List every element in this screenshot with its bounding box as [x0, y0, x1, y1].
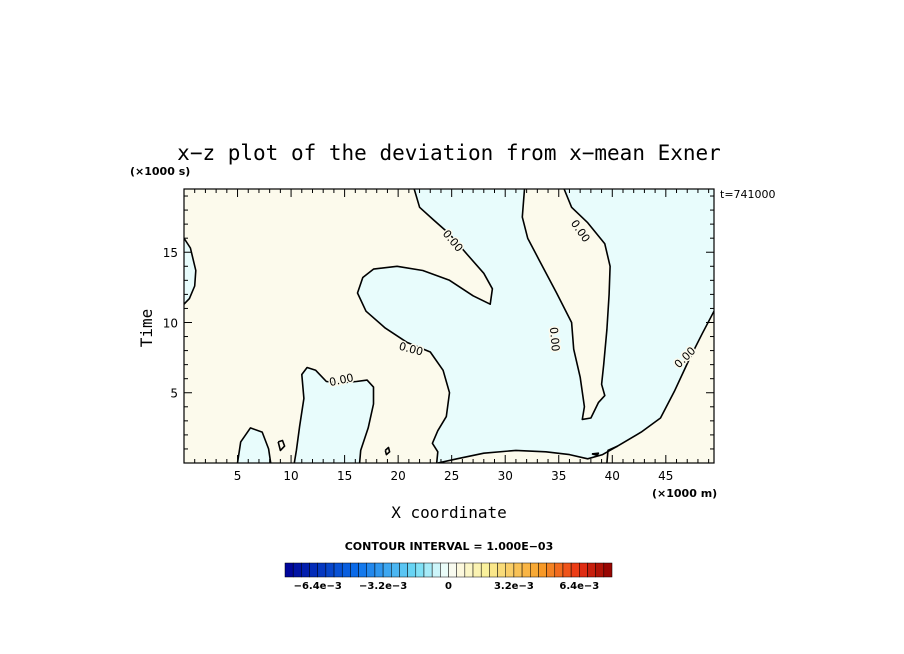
colorbar-tick-label: −6.4e−3 — [294, 581, 342, 592]
contour-interval-note: CONTOUR INTERVAL = 1.000E−03 — [345, 540, 554, 553]
x-tick-label: 5 — [234, 469, 242, 483]
contour-line-island-b — [384, 446, 391, 456]
colorbar-cell — [480, 562, 490, 578]
tick-layer — [184, 189, 714, 463]
negative-region-west — [184, 238, 196, 305]
colorbar-cell — [546, 562, 556, 578]
colorbar-cell — [497, 562, 506, 578]
x-tick-label: 15 — [337, 469, 352, 483]
colorbar-cell — [341, 562, 351, 578]
x-tick-label: 20 — [391, 469, 406, 483]
colorbar-cell — [358, 562, 368, 578]
colorbar-cell — [513, 562, 523, 578]
contour-label-3: 0.00 — [547, 326, 562, 352]
time-stamp: t=741000 — [720, 188, 776, 201]
colorbar-cell — [309, 562, 318, 578]
colorbar-cell — [456, 562, 466, 578]
colorbar-cell — [423, 562, 433, 578]
x-axis-unit: (×1000 m) — [652, 487, 717, 500]
y-tick-label: 5 — [170, 387, 178, 401]
colorbar-label-layer: −6.4e−3 −3.2e−3 0 3.2e−3 6.4e−3 — [294, 581, 600, 592]
colorbar-cell — [415, 562, 425, 578]
colorbar-cell — [464, 562, 474, 578]
colorbar-cell — [489, 562, 498, 578]
colorbar — [284, 562, 613, 578]
y-axis-label: Time — [137, 309, 156, 348]
contour-line-south-boundary-b — [437, 310, 714, 463]
y-tick-label: 15 — [163, 246, 178, 260]
negative-region-southwest — [237, 427, 271, 463]
colorbar-cell — [317, 562, 327, 578]
negative-region-main — [357, 189, 714, 463]
x-tick-label: 10 — [283, 469, 298, 483]
colorbar-cell — [301, 562, 310, 578]
positive-region-southeast — [597, 446, 618, 463]
colorbar-tick-label: 0 — [445, 581, 452, 592]
colorbar-cell — [407, 562, 417, 578]
colorbar-cell — [562, 562, 572, 578]
x-tick-label: 25 — [444, 469, 459, 483]
colorbar-cell — [587, 562, 596, 578]
colorbar-cell — [292, 562, 302, 578]
colorbar-cell — [284, 562, 294, 578]
colorbar-cell — [530, 562, 539, 578]
contour-line-south-boundary-d — [606, 445, 618, 463]
colorbar-cell — [399, 562, 408, 578]
colorbar-tick-label: 3.2e−3 — [494, 581, 534, 592]
colorbar-cell — [472, 562, 482, 578]
x-tick-label: 30 — [498, 469, 513, 483]
contour-line-north-boundary-b — [521, 189, 611, 421]
colorbar-cell — [603, 562, 613, 578]
colorbar-cell — [448, 562, 457, 578]
colorbar-cell — [538, 562, 547, 578]
tick-label-layer: 5 10 15 20 25 30 35 40 45 5 10 15 — [163, 246, 674, 483]
colorbar-tick-label: −3.2e−3 — [359, 581, 407, 592]
colorbar-cell — [579, 562, 588, 578]
contour-line-north-boundary-a — [356, 189, 494, 463]
colorbar-cell — [350, 562, 359, 578]
contour-line-south-boundary-a — [293, 366, 375, 463]
x-tick-label: 40 — [605, 469, 620, 483]
colorbar-cell — [521, 562, 531, 578]
x-tick-label: 45 — [658, 469, 673, 483]
contour-line-island-a — [277, 439, 286, 452]
colorbar-cell — [366, 562, 376, 578]
colorbar-cell — [431, 562, 441, 578]
colorbar-tick-label: 6.4e−3 — [559, 581, 599, 592]
contour-layer — [184, 189, 714, 463]
x-axis-label: X coordinate — [391, 503, 507, 522]
colorbar-cell — [374, 562, 384, 578]
colorbar-cell — [554, 562, 564, 578]
chart-title: x−z plot of the deviation from x−mean Ex… — [177, 141, 721, 165]
colorbar-cell — [440, 562, 449, 578]
y-axis-unit: (×1000 s) — [130, 165, 190, 178]
colorbar-cell — [391, 562, 400, 578]
y-tick-label: 10 — [163, 316, 178, 330]
colorbar-cell — [325, 562, 335, 578]
plot-frame — [183, 188, 715, 464]
colorbar-cell — [570, 562, 580, 578]
colorbar-cell — [382, 562, 392, 578]
contour-line-south-boundary-c — [236, 427, 272, 463]
negative-region-south — [294, 367, 374, 463]
x-tick-label: 35 — [551, 469, 566, 483]
contour-line-west-boundary — [184, 237, 197, 305]
contour-line-island-c — [591, 452, 600, 457]
colorbar-cell — [505, 562, 515, 578]
colorbar-cell — [595, 562, 605, 578]
colorbar-cell — [333, 562, 343, 578]
